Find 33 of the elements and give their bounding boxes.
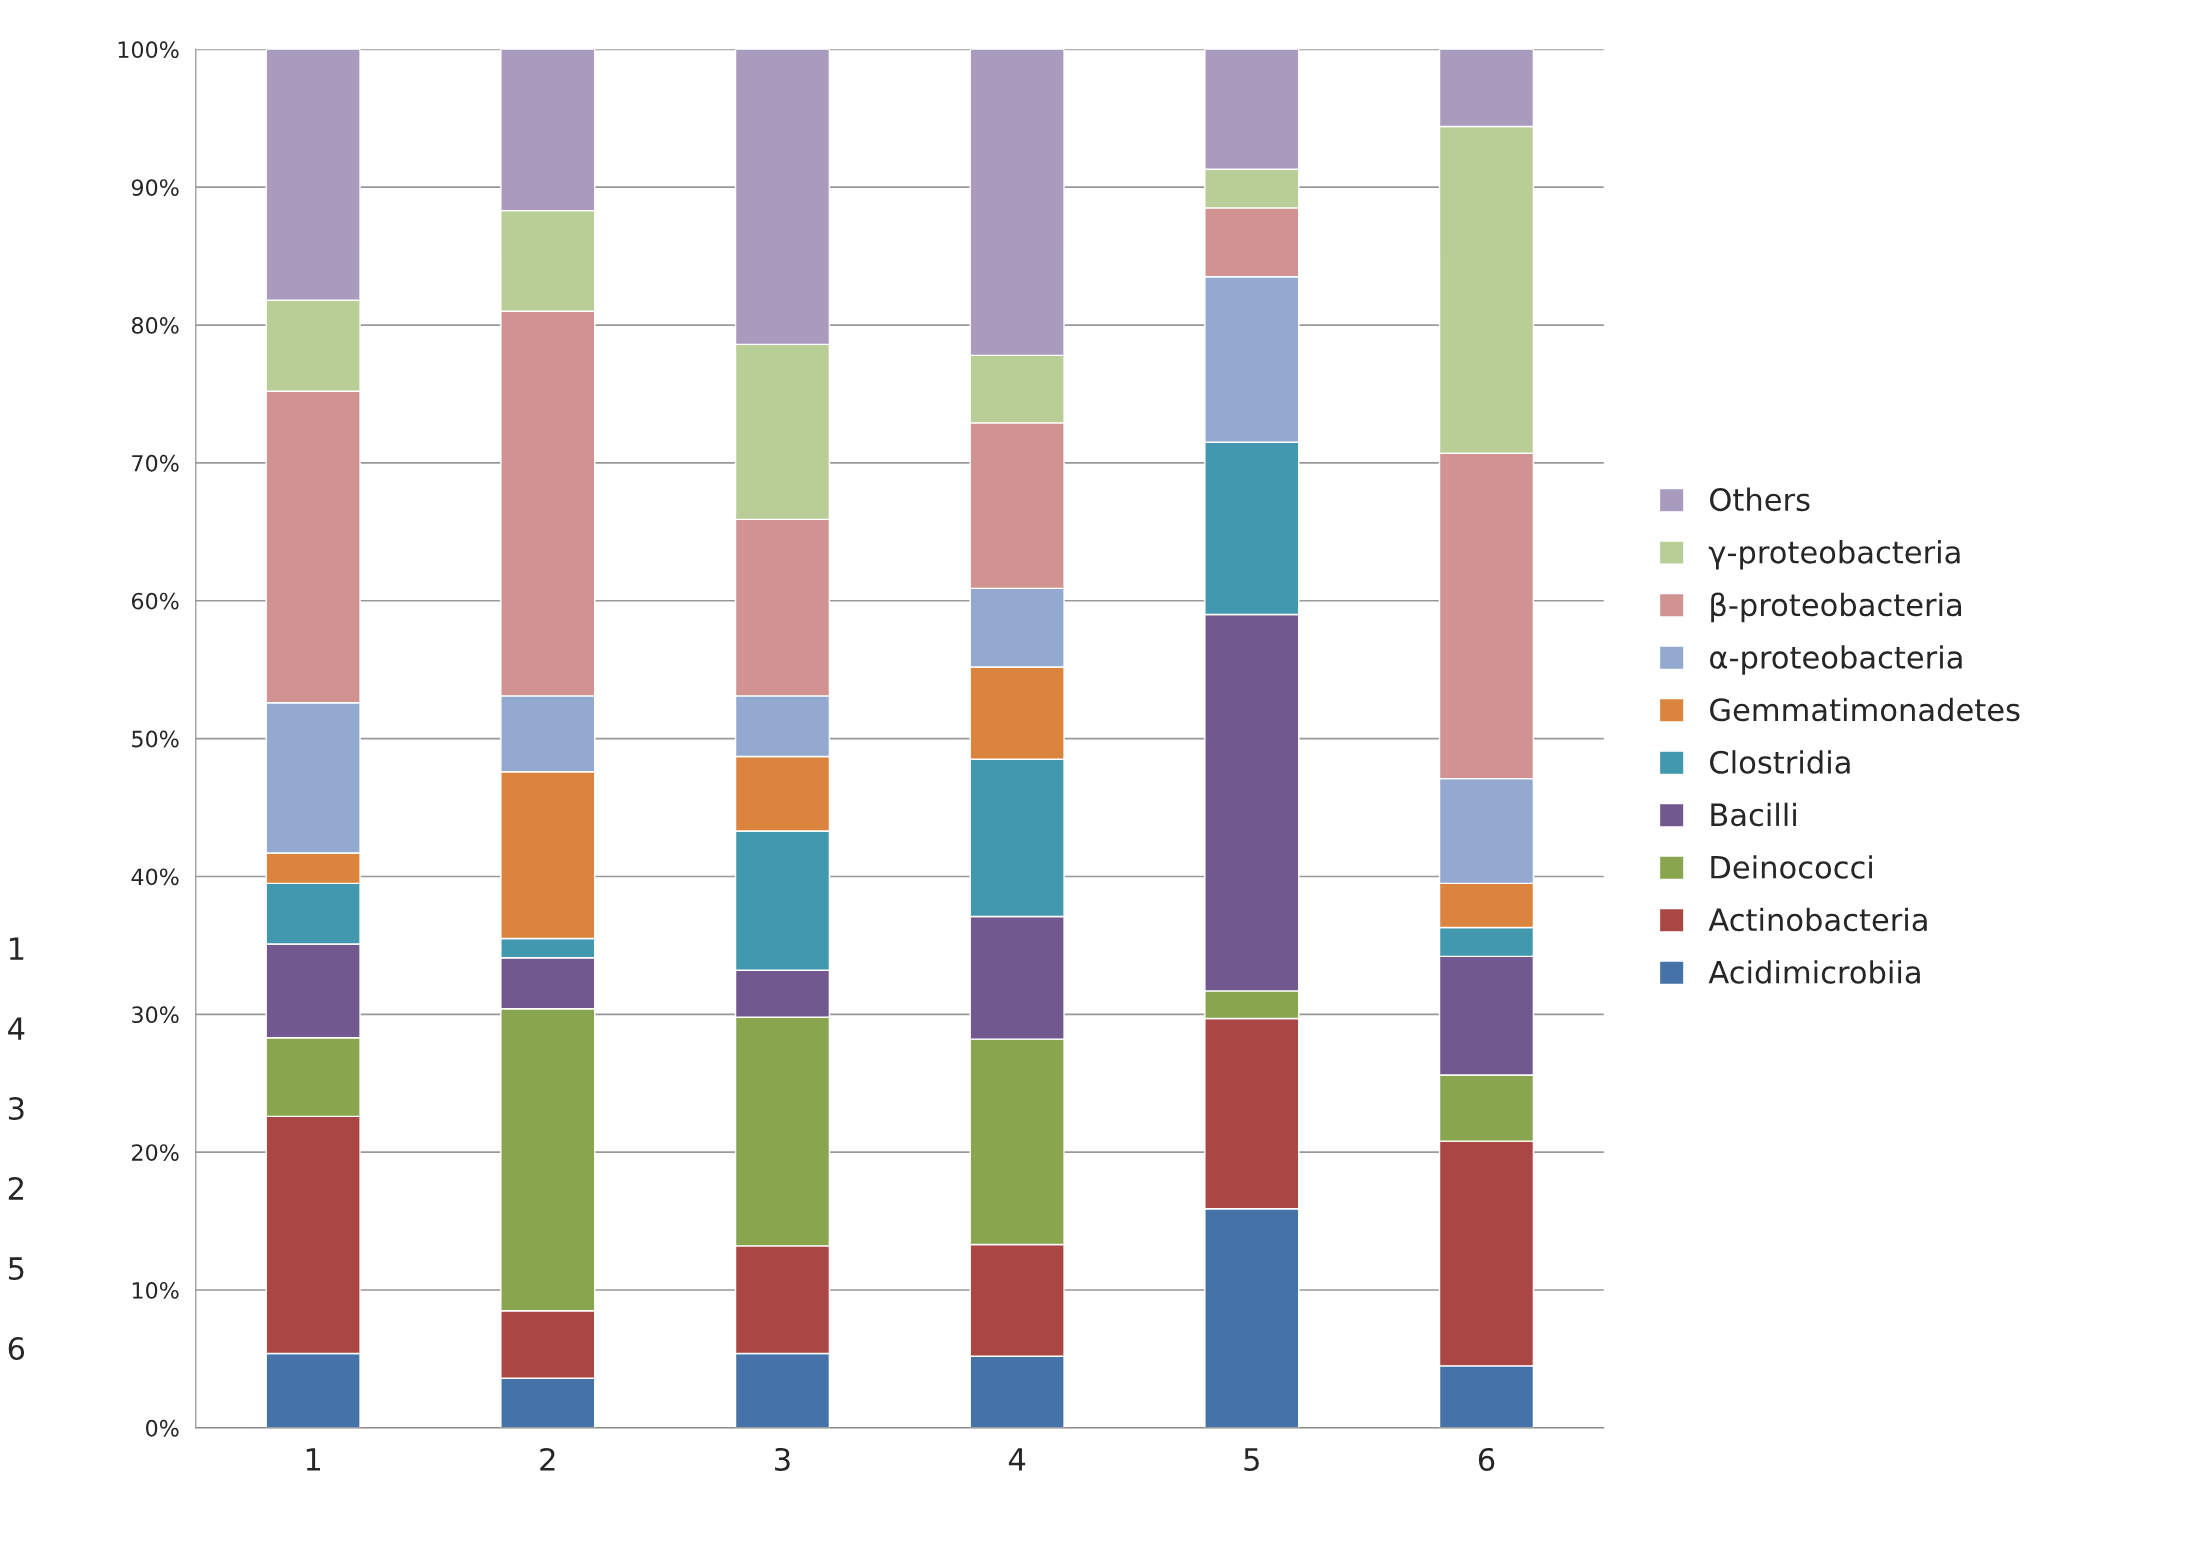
y-tick-label: 70% <box>132 454 179 472</box>
x-tick-label: 3 <box>775 1447 790 1471</box>
y-tick-label: 60% <box>131 592 179 610</box>
y-tick-label: 10% <box>132 1281 179 1299</box>
y-tick-label: 80% <box>131 317 179 334</box>
y-tick-label: 20% <box>132 1144 179 1161</box>
legend-label: β-proteobacteria <box>1711 592 1962 623</box>
text: 4 <box>8 1017 25 1040</box>
legend-label: Deinococci <box>1711 855 1872 879</box>
text: 3 <box>8 1097 24 1121</box>
y-tick-label: 100% <box>118 41 179 59</box>
y-tick-label: 0% <box>146 1419 179 1437</box>
x-tick-label: 2 <box>540 1447 555 1471</box>
x-tick-label: 6 <box>1478 1447 1495 1471</box>
y-tick-label: 30% <box>132 1006 179 1024</box>
legend-label: Gemmatimonadetes <box>1710 697 2020 722</box>
legend-label: γ-proteobacteria <box>1708 540 1960 570</box>
text: 5 <box>8 1257 24 1281</box>
legend-label: Acidimicrobiia <box>1708 960 1920 984</box>
y-tick-label: 40% <box>131 868 179 886</box>
x-tick-label: 1 <box>306 1448 321 1471</box>
text: 6 <box>8 1336 25 1361</box>
y-tick-label: 90% <box>131 179 179 196</box>
legend-label: Actinobacteria <box>1708 907 1927 932</box>
legend-label: Others <box>1710 487 1810 512</box>
x-tick-label: 4 <box>1008 1448 1026 1471</box>
y-tick-label: 50% <box>132 730 179 748</box>
legend-label: α-proteobacteria <box>1710 645 1962 675</box>
x-tick-label: 5 <box>1244 1448 1259 1471</box>
text: 2 <box>8 1176 23 1200</box>
legend-label: Bacilli <box>1711 802 1796 827</box>
legend-label: Clostridia <box>1710 750 1850 774</box>
text: 1 <box>9 937 24 960</box>
